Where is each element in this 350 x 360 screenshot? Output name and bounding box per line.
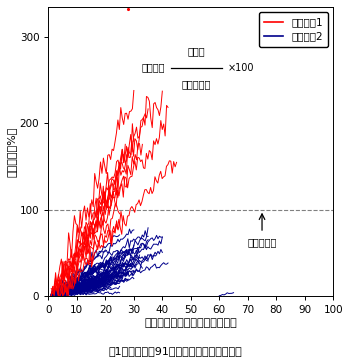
グループ1 (85, 233, 89, 238)
Line: グループ2: グループ2 (51, 229, 134, 296)
グループ2 (49, 294, 53, 298)
グループ2 (69, 279, 73, 283)
グループ2 (127, 227, 132, 231)
グループ1 (49, 294, 53, 298)
グループ2 (129, 231, 133, 235)
グループ1 (160, 89, 164, 93)
グループ1 (128, 155, 133, 159)
グループ2 (68, 274, 72, 278)
Text: 堆砂量: 堆砂量 (188, 46, 205, 56)
Text: 設計堆砂量: 設計堆砂量 (182, 79, 211, 89)
X-axis label: ダム建設後の経過年数　（年）: ダム建設後の経過年数 （年） (145, 318, 237, 328)
グループ2 (110, 244, 114, 248)
グループ1 (97, 198, 101, 202)
Legend: グループ1, グループ2: グループ1, グループ2 (259, 12, 328, 47)
グループ2 (119, 237, 123, 241)
グループ1 (56, 283, 61, 287)
グループ1 (105, 206, 110, 210)
グループ2 (104, 248, 108, 252)
グループ1 (68, 265, 72, 269)
Text: ×100: ×100 (228, 63, 254, 73)
Y-axis label: 堆砂率　（%）: 堆砂率 （%） (7, 126, 17, 177)
Text: 図1　農業ダム91ヶ所の堆砂率の経年変化: 図1 農業ダム91ヶ所の堆砂率の経年変化 (108, 346, 242, 356)
Text: 堆砂率＝: 堆砂率＝ (142, 63, 165, 73)
Text: 設計堆砂量: 設計堆砂量 (247, 237, 277, 247)
Line: グループ1: グループ1 (51, 91, 162, 296)
グループ2 (132, 228, 136, 232)
